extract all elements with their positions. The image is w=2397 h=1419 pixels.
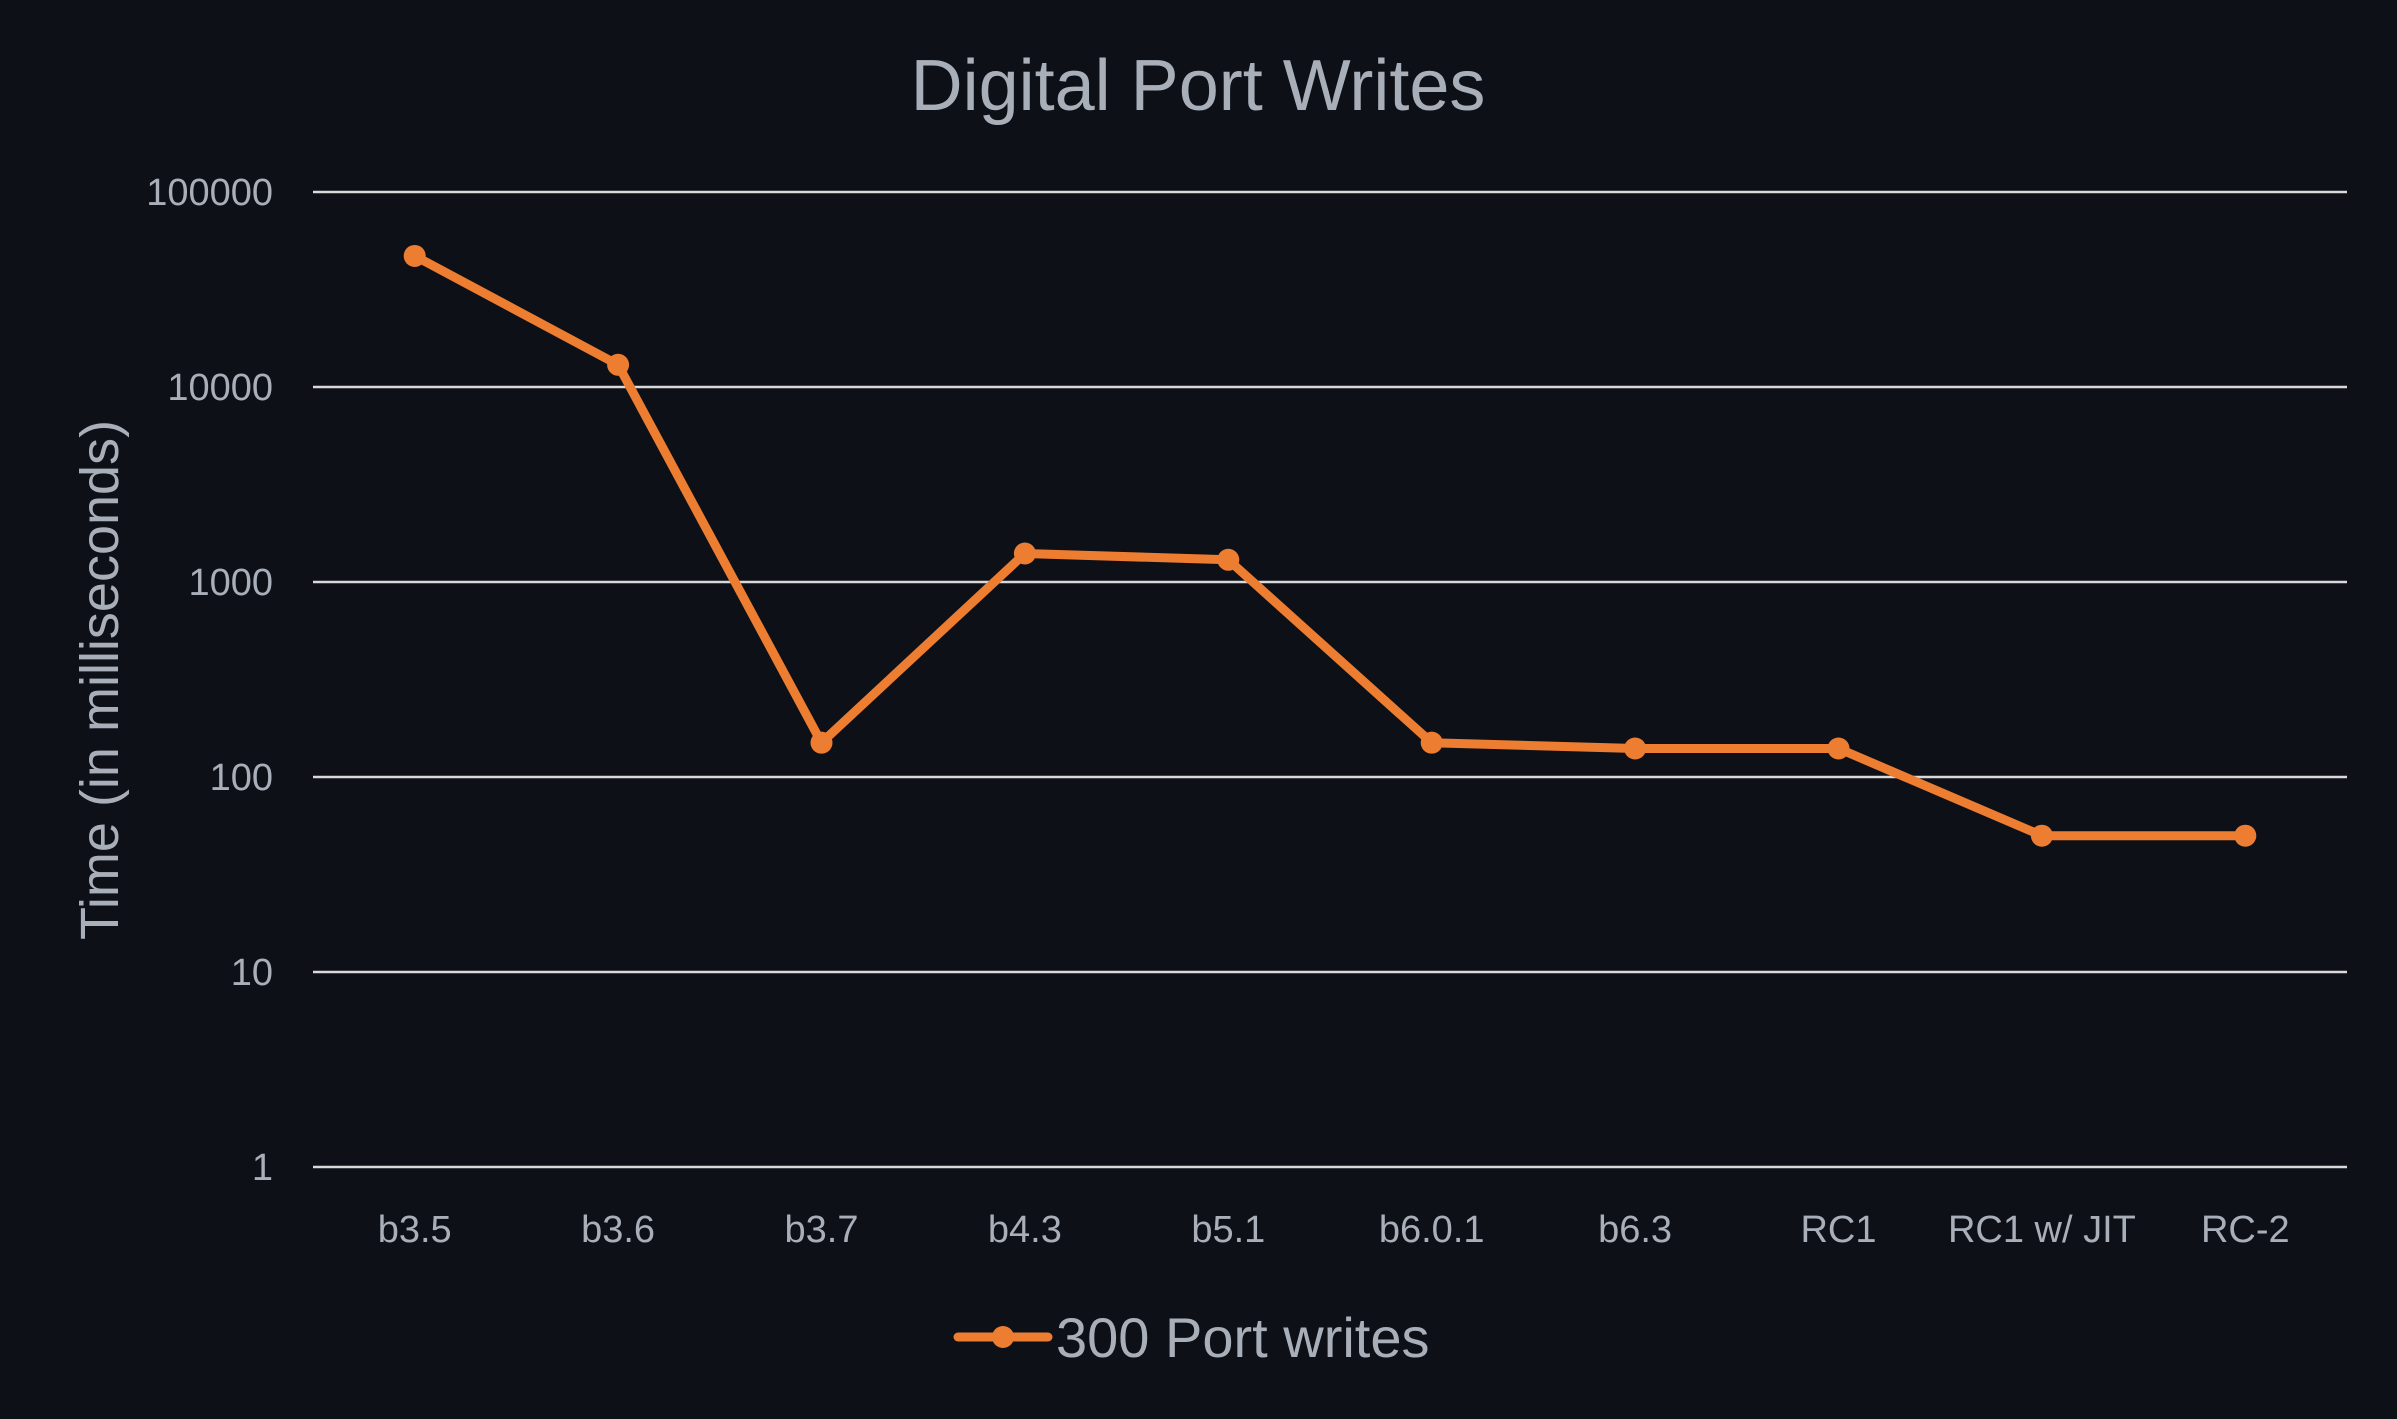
- legend[interactable]: 300 Port writes: [953, 1306, 1430, 1369]
- series-line: [410, 251, 2250, 841]
- data-point: [607, 353, 630, 376]
- data-point: [1420, 731, 1443, 754]
- x-tick-label: RC1 w/ JIT: [1948, 1209, 2136, 1251]
- y-tick-label: 1: [252, 1147, 273, 1189]
- x-tick-label: b6.3: [1598, 1209, 1672, 1251]
- x-tick-label: b6.0.1: [1379, 1209, 1485, 1251]
- chart-title: Digital Port Writes: [911, 46, 1486, 126]
- y-tick-labels: 1 10 100 1000 10000 100000: [146, 172, 273, 1189]
- x-tick-labels: b3.5 b3.6 b3.7 b4.3 b5.1 b6.0.1 b6.3 RC1 RC1 w/ …: [378, 1209, 2290, 1251]
- y-tick-label: 100000: [146, 172, 273, 214]
- data-point: [2030, 824, 2053, 847]
- data-point: [1217, 548, 1240, 571]
- gridlines: [313, 190, 2347, 1169]
- y-tick-label: 1000: [188, 562, 273, 604]
- x-tick-label: b3.5: [378, 1209, 452, 1251]
- x-tick-label: RC1: [1800, 1209, 1876, 1251]
- legend-marker: [992, 1326, 1014, 1348]
- x-tick-label: b4.3: [988, 1209, 1062, 1251]
- x-tick-label: RC-2: [2201, 1209, 2290, 1251]
- y-tick-label: 10000: [167, 367, 273, 409]
- x-tick-label: b5.1: [1191, 1209, 1265, 1251]
- x-tick-label: b3.6: [581, 1209, 655, 1251]
- y-axis-label: Time (in milliseconds): [70, 420, 130, 940]
- series-group: [403, 244, 2257, 847]
- legend-label: 300 Port writes: [1056, 1306, 1430, 1369]
- data-point: [403, 244, 426, 267]
- data-point: [2234, 824, 2257, 847]
- y-tick-label: 100: [210, 757, 273, 799]
- data-point: [1827, 737, 1850, 760]
- data-point: [810, 731, 833, 754]
- data-point: [1013, 542, 1036, 565]
- data-point: [1624, 737, 1647, 760]
- y-tick-label: 10: [231, 952, 273, 994]
- x-tick-label: b3.7: [785, 1209, 859, 1251]
